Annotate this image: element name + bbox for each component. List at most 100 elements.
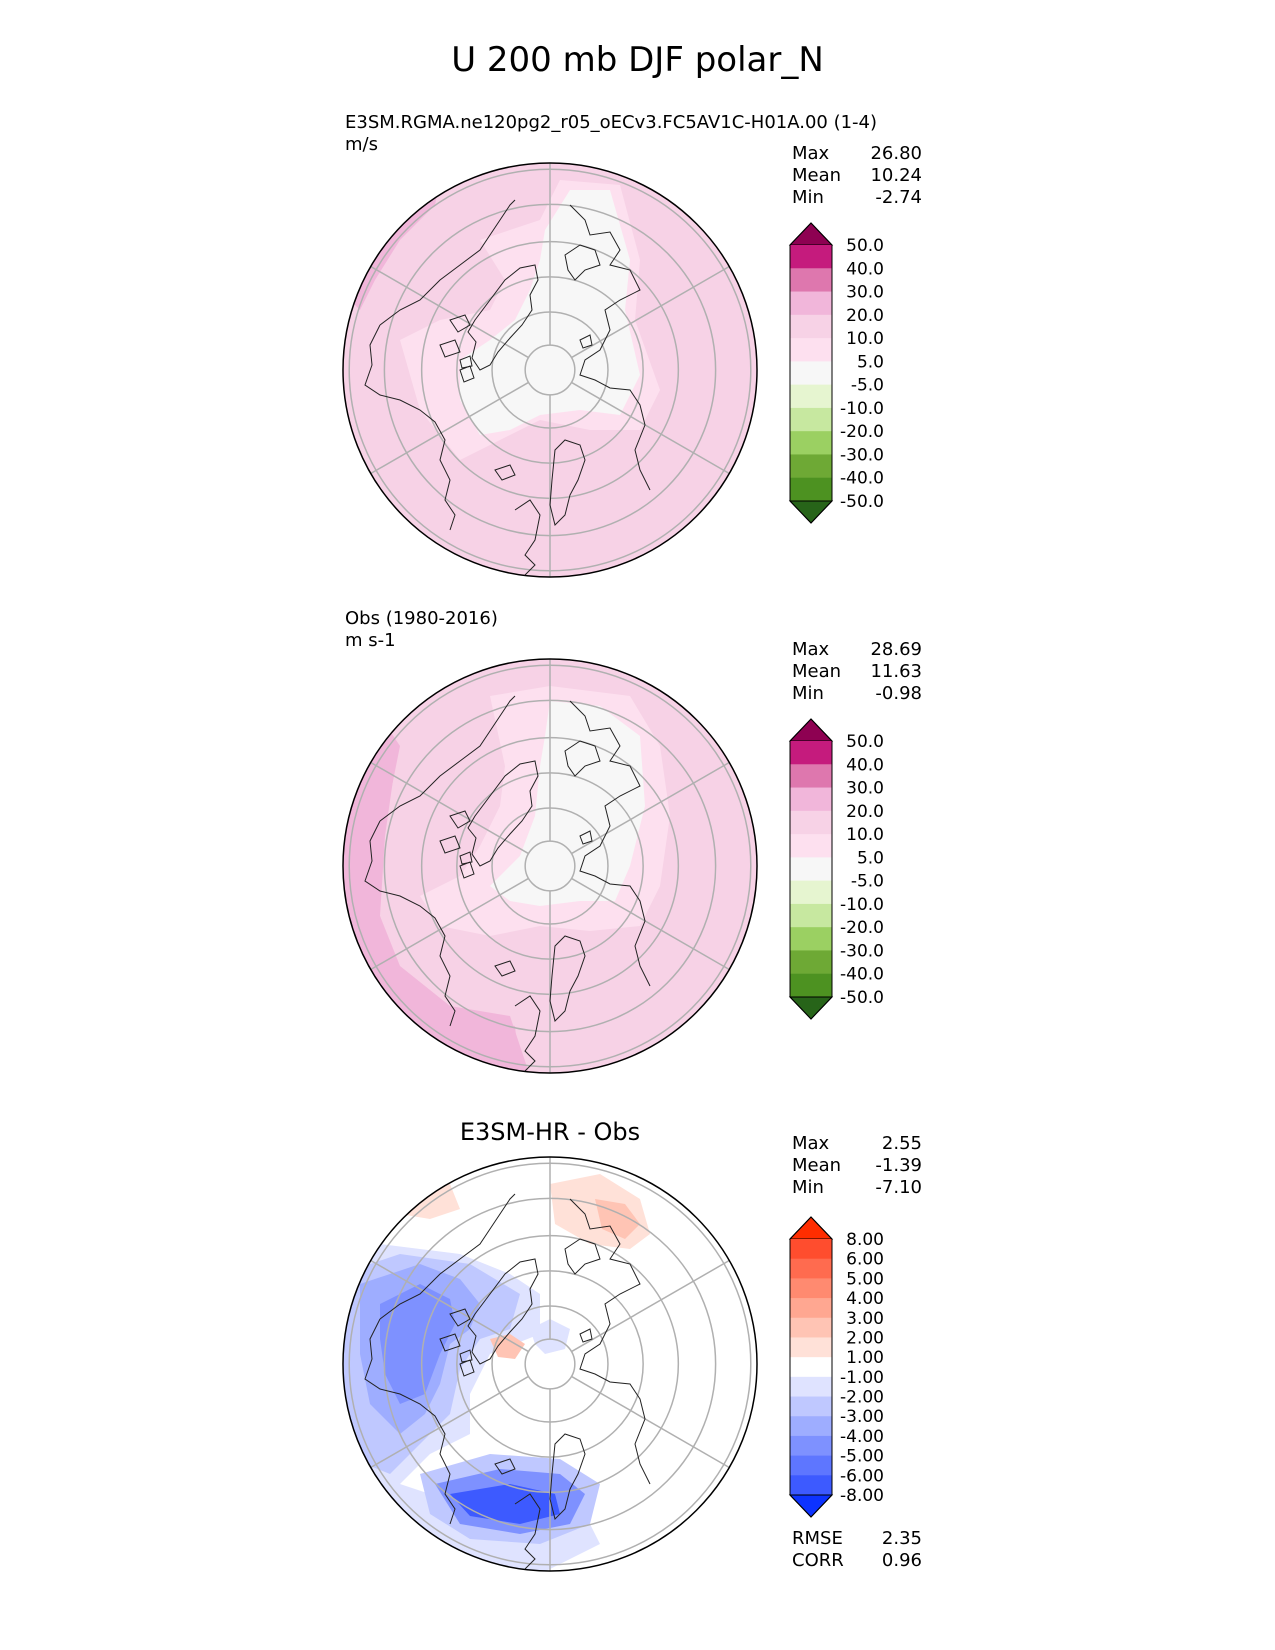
stat-label: Min [792,1177,824,1198]
colorbar-segment [790,291,832,316]
meridian-line [370,761,529,855]
colorbar-difference: 8.006.005.004.003.002.001.00-1.00-2.00-3… [788,1216,884,1518]
colorbar-segment [790,1239,832,1260]
stat-label: Mean [792,165,842,186]
coastline [564,740,601,777]
polar-map-difference [342,1156,758,1572]
colorbar-segment [790,927,832,951]
figure-title: U 200 mb DJF polar_N [451,40,824,80]
coastline [494,1458,516,1475]
coastline [514,499,541,576]
coastline [514,995,541,1072]
contour-region [490,1334,525,1359]
colorbar-tick-label: -4.00 [840,1427,884,1447]
coastline [459,1328,593,1377]
coastline [514,1493,541,1570]
colorbar-segment [790,903,832,928]
colorbar-extend-max [788,718,834,742]
colorbar-tick-label: -2.00 [840,1388,884,1408]
coastline [564,244,601,281]
contour-region [380,1284,455,1404]
colorbar-segment [790,1416,832,1437]
polar-map-test [342,162,758,578]
colorbar-tick-label: -5.0 [851,376,884,396]
meridian-line [370,265,529,359]
metric-value: 0.96 [881,1550,922,1571]
coastline [364,199,516,531]
colorbar-segment [790,477,832,502]
colorbar-test: 50.0 40.0 30.0 20.0 10.0 5.0 -5.0 -10.0 -20.0 -30… [788,222,884,524]
colorbar-segment [790,454,832,479]
colorbar-segment [790,1278,832,1299]
colorbar-segment [790,764,832,789]
stat-label: Mean [792,1155,842,1176]
contour-region [450,1484,560,1524]
colorbar-segment [790,1396,832,1417]
metric-value: 2.35 [881,1528,922,1549]
colorbar-tick-label: 2.00 [846,1328,884,1348]
stat-label: Max [792,143,830,164]
colorbar-segment [790,1435,832,1457]
coastline [459,334,593,383]
stat-value: -1.39 [875,1155,922,1176]
colorbar-outline [789,222,833,524]
metric-label: RMSE [792,1528,843,1549]
panel3-title: E3SM-HR - Obs [459,1118,641,1146]
colorbar-segment [790,361,832,386]
colorbar-tick-label: -5.0 [851,872,884,892]
colorbar-segment [790,880,832,905]
panel1-stats: Max 26.80 Mean 10.24 Min -2.74 [792,143,922,209]
colorbar-segment [790,1298,832,1319]
panel2-title: Obs (1980-2016) [345,608,498,629]
colorbar-tick-label: 4.00 [846,1289,884,1309]
polar-map-reference [342,658,758,1074]
map-boundary [342,162,758,578]
coastline [467,264,539,371]
colorbar-extend-min [788,1494,834,1518]
panel3-stats: Max 2.55 Mean -1.39 Min -7.10 [792,1133,922,1199]
stat-value: -0.98 [875,683,922,704]
panel3-metrics: RMSE 2.35 CORR 0.96 [792,1528,922,1572]
coastline [439,314,473,369]
colorbar-tick-label: 50.0 [846,236,884,256]
colorbar-segment [790,950,832,975]
colorbar-tick-label: 5.00 [846,1269,884,1289]
stat-value: 26.80 [870,143,922,164]
coastline [439,1308,473,1363]
coastline [569,700,651,987]
colorbar-segment [790,1337,832,1358]
colorbar-segment [790,1258,832,1279]
coastline [549,1433,586,1520]
colorbar-segment [790,857,832,882]
colorbar-tick-label: 10.0 [846,329,884,349]
colorbar-tick-label: 6.00 [846,1250,884,1270]
colorbar-segment [790,268,832,293]
meridian-line [370,877,529,971]
colorbar-reference: 50.0 40.0 30.0 20.0 10.0 5.0 -5.0 -10.0 -20.0 -30… [788,718,884,1020]
colorbar-segment [790,245,832,269]
coastline [494,464,516,481]
map-boundary [342,1156,758,1572]
colorbar-segment [790,973,832,998]
coastline [459,830,593,879]
stat-value: 10.24 [870,165,922,186]
meridian-line [571,761,730,855]
coastline [549,439,586,526]
coastline [364,1193,516,1525]
colorbar-segment [790,1317,832,1338]
map-boundary [342,658,758,1074]
colorbar-tick-label: 30.0 [846,779,884,799]
colorbar-segment [790,1357,832,1378]
coastline [564,1238,601,1275]
colorbar-extend-min [788,996,834,1020]
colorbar-tick-label: -30.0 [840,445,884,465]
colorbar-segment [790,810,832,835]
panel2-units: m s-1 [345,630,396,651]
colorbar-tick-label: 30.0 [846,283,884,303]
colorbar-tick-label: 5.0 [857,352,884,372]
meridian-line [370,1375,529,1469]
colorbar-tick-label: 5.0 [857,848,884,868]
colorbar-segment [790,1475,832,1496]
colorbar-tick-label: 3.00 [846,1309,884,1329]
coastline [494,960,516,977]
